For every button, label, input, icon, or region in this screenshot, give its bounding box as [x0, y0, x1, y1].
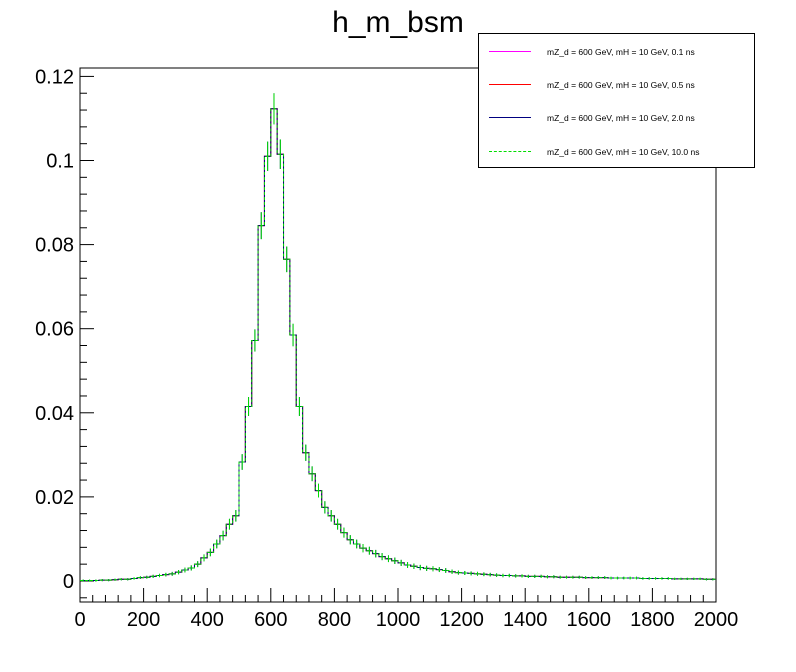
y-tick-label: 0.1: [46, 151, 74, 173]
legend-label: mZ_d = 600 GeV, mH = 10 GeV, 10.0 ns: [547, 147, 700, 157]
series-line-2: [80, 108, 716, 582]
legend-swatch: [489, 84, 531, 85]
legend-swatch: [489, 51, 531, 52]
x-tick-label: 600: [254, 609, 287, 631]
y-tick-label: 0.08: [35, 235, 74, 257]
legend-label: mZ_d = 600 GeV, mH = 10 GeV, 0.5 ns: [547, 80, 695, 90]
legend-entry-10-0ns: mZ_d = 600 GeV, mH = 10 GeV, 10.0 ns: [479, 145, 754, 159]
legend-entry-2-0ns: mZ_d = 600 GeV, mH = 10 GeV, 2.0 ns: [479, 111, 754, 125]
series-layer: [80, 93, 716, 582]
x-tick-label: 1800: [630, 609, 675, 631]
y-tick-label: 0.12: [35, 66, 74, 88]
y-tick-label: 0: [63, 571, 74, 593]
legend-label: mZ_d = 600 GeV, mH = 10 GeV, 0.1 ns: [547, 47, 695, 57]
legend-entry-0-1ns: mZ_d = 600 GeV, mH = 10 GeV, 0.1 ns: [479, 45, 754, 59]
legend-label: mZ_d = 600 GeV, mH = 10 GeV, 2.0 ns: [547, 113, 695, 123]
chart-title: h_m_bsm: [332, 6, 464, 39]
y-tick-label: 0.02: [35, 487, 74, 509]
series-line-3: [80, 108, 716, 582]
legend: mZ_d = 600 GeV, mH = 10 GeV, 0.1 ns mZ_d…: [478, 33, 755, 168]
y-tick-label: 0.04: [35, 403, 74, 425]
x-tick-label: 1400: [503, 609, 548, 631]
legend-entry-0-5ns: mZ_d = 600 GeV, mH = 10 GeV, 0.5 ns: [479, 78, 754, 92]
x-tick-label: 200: [127, 609, 160, 631]
y-axis: 0 0.02 0.04 0.06 0.08 0.1 0.12: [35, 66, 94, 599]
series-line-0: [80, 108, 716, 582]
legend-swatch: [489, 117, 531, 118]
x-tick-label: 1200: [439, 609, 484, 631]
x-tick-label: 1600: [567, 609, 612, 631]
x-tick-label: 0: [74, 609, 85, 631]
y-tick-label: 0.06: [35, 319, 74, 341]
x-tick-label: 800: [318, 609, 351, 631]
series-line-1: [80, 108, 716, 582]
x-tick-label: 400: [191, 609, 224, 631]
legend-swatch: [489, 151, 531, 152]
x-tick-label: 1000: [376, 609, 421, 631]
x-tick-label: 2000: [694, 609, 739, 631]
x-axis: 0 200 400 600 800 1000 1200 1400 1600 1800 2000: [74, 588, 738, 631]
